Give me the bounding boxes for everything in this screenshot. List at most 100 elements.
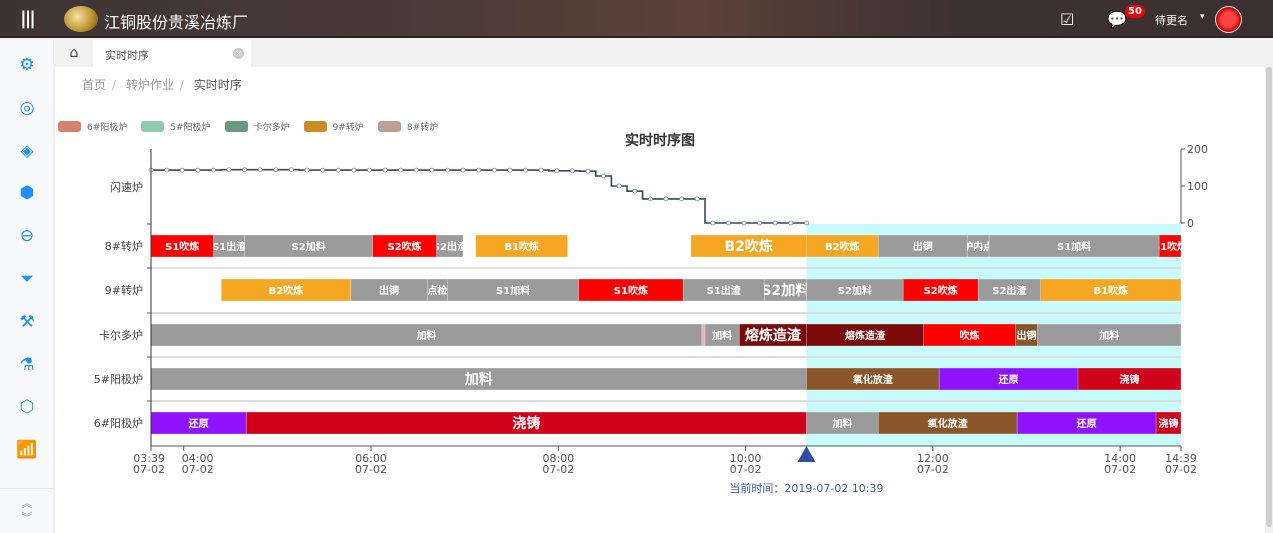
gantt-segment[interactable]: S1吹炼 bbox=[151, 235, 214, 257]
gantt-segment[interactable]: 加料 bbox=[151, 324, 702, 346]
breadcrumb-home[interactable]: 首页 bbox=[82, 78, 107, 92]
segment-label: 加料 bbox=[831, 417, 852, 430]
segment-label: 还原 bbox=[188, 417, 209, 430]
tab-realtime-sequence[interactable]: 实时时序 × bbox=[93, 40, 251, 67]
link-icon[interactable]: ⊖ bbox=[19, 226, 35, 246]
segment-bar bbox=[978, 279, 1041, 301]
line-point bbox=[195, 167, 201, 173]
gantt-segment[interactable]: 氧化放渣 bbox=[878, 412, 1018, 434]
segment-label: 熔炼造渣 bbox=[845, 329, 886, 342]
hamburger-icon[interactable]: ||| bbox=[20, 8, 36, 29]
shield-icon[interactable]: ⬢ bbox=[19, 183, 35, 203]
gantt-segment[interactable]: 加料 bbox=[705, 324, 740, 346]
legend-item[interactable]: 8#转炉 bbox=[377, 120, 438, 133]
x-tick-time: 14:39 bbox=[1165, 452, 1197, 465]
gantt-segment[interactable]: S2加料 bbox=[244, 235, 373, 257]
gantt-segment[interactable]: 浇铸 bbox=[1156, 412, 1181, 434]
close-icon[interactable]: × bbox=[233, 48, 244, 59]
filter-icon[interactable]: ⏷ bbox=[20, 269, 34, 289]
segment-label: 还原 bbox=[1076, 417, 1097, 430]
segment-label: 出铜 bbox=[1017, 329, 1037, 342]
x-tick-time: 10:00 bbox=[730, 452, 762, 465]
line-point bbox=[257, 167, 263, 173]
tools-icon[interactable]: ⚒ bbox=[19, 312, 35, 332]
scroll-thumb[interactable] bbox=[1266, 67, 1272, 527]
x-tick-time: 06:00 bbox=[355, 452, 387, 465]
gears-icon[interactable]: ⚙ bbox=[19, 55, 35, 75]
flask-icon[interactable]: ⚗ bbox=[19, 355, 35, 375]
home-icon[interactable]: ⌂ bbox=[69, 45, 79, 61]
gantt-segment[interactable]: S2吹炼 bbox=[372, 235, 437, 257]
gantt-segment[interactable]: 浇铸 bbox=[246, 412, 807, 434]
gantt-segment[interactable]: S2加料 bbox=[761, 279, 809, 301]
network-icon[interactable]: ⬡ bbox=[19, 397, 35, 417]
gantt-segment[interactable]: 还原 bbox=[939, 368, 1079, 390]
gantt-segment[interactable]: 出铜 bbox=[350, 279, 428, 301]
gantt-segment[interactable]: S1吹炼 bbox=[1153, 235, 1187, 257]
gantt-segment[interactable]: S1加料 bbox=[447, 279, 579, 301]
gantt-segment[interactable]: B2吹炼 bbox=[690, 235, 807, 257]
gantt-segment[interactable]: S1出渣 bbox=[212, 235, 247, 257]
gantt-segment[interactable]: S1出渣 bbox=[683, 279, 765, 301]
x-tick-time: 04:00 bbox=[182, 452, 214, 465]
gantt-segment[interactable]: 浇铸 bbox=[1078, 368, 1181, 390]
segment-bar bbox=[151, 324, 702, 346]
segment-bar bbox=[475, 235, 568, 257]
legend-item[interactable]: 卡尔多炉 bbox=[224, 120, 290, 133]
segment-bar bbox=[967, 235, 990, 257]
gantt-segment[interactable]: B1吹炼 bbox=[1040, 279, 1181, 301]
line-point bbox=[523, 167, 528, 173]
tab-bar: ⌂ 实时时序 × bbox=[55, 40, 1273, 67]
gantt-segment[interactable]: S2出渣 bbox=[978, 279, 1041, 301]
gantt-segment[interactable]: 熔炼造渣 bbox=[739, 324, 807, 346]
gantt-segment[interactable]: 加料 bbox=[806, 412, 879, 434]
gantt-segment[interactable]: 加料 bbox=[1037, 324, 1181, 346]
gantt-segment[interactable]: S2加料 bbox=[806, 279, 904, 301]
segment-bar bbox=[151, 412, 247, 434]
gantt-segment[interactable]: B2吹炼 bbox=[806, 235, 879, 257]
gantt-segment[interactable]: B1吹炼 bbox=[475, 235, 568, 257]
legend-item[interactable]: 5#阳极炉 bbox=[141, 120, 211, 133]
sidebar-scroll[interactable]: ︽ ︾ bbox=[0, 488, 54, 533]
chat-icon[interactable]: 💬 bbox=[1107, 10, 1127, 29]
gantt-segment[interactable] bbox=[701, 324, 706, 346]
gantt-segment[interactable]: S1吹炼 bbox=[578, 279, 684, 301]
user-name[interactable]: 待更名 bbox=[1155, 14, 1188, 27]
layers-icon[interactable]: ◈ bbox=[20, 141, 34, 161]
checkbox-icon[interactable]: ☑ bbox=[1060, 10, 1075, 29]
gantt-segment[interactable]: S2吹炼 bbox=[903, 279, 979, 301]
scroll-up-icon[interactable]: ︽ bbox=[21, 497, 33, 510]
cycle-icon[interactable]: ◎ bbox=[19, 98, 35, 118]
breadcrumb-converter[interactable]: 转炉作业 bbox=[125, 78, 174, 92]
chart-legend: 6#阳极炉 5#阳极炉 卡尔多炉 9#转炉 8#转炉 bbox=[58, 120, 452, 133]
legend-item[interactable]: 9#转炉 bbox=[303, 120, 364, 133]
gantt-segment[interactable]: 出铜 bbox=[878, 235, 968, 257]
gantt-segment[interactable]: S1加料 bbox=[989, 235, 1160, 257]
line-point bbox=[679, 196, 685, 202]
gantt-segment[interactable]: 吹炼 bbox=[923, 324, 1016, 346]
avatar[interactable] bbox=[1215, 6, 1242, 33]
gantt-segment[interactable]: 还原 bbox=[151, 412, 247, 434]
chart-icon[interactable]: 📶 bbox=[16, 440, 38, 460]
row-label: 卡尔多炉 bbox=[99, 328, 143, 342]
segment-bar bbox=[739, 324, 807, 346]
gantt-segment[interactable]: 氧化放渣 bbox=[806, 368, 940, 390]
line-point bbox=[164, 167, 170, 173]
gantt-segment[interactable]: 熔炼造渣 bbox=[806, 324, 924, 346]
scroll-down-icon[interactable]: ︾ bbox=[21, 511, 33, 524]
line-point bbox=[601, 173, 606, 179]
gantt-segment[interactable]: S2出渣 bbox=[433, 235, 468, 257]
legend-item[interactable]: 6#阳极炉 bbox=[58, 120, 127, 133]
x-tick-date: 07-02 bbox=[355, 463, 387, 476]
gantt-segment[interactable]: B2吹炼 bbox=[221, 279, 351, 301]
segment-label: B2吹炼 bbox=[269, 284, 304, 297]
message-count-badge: 50 bbox=[1125, 5, 1145, 18]
scrollbar[interactable] bbox=[1265, 67, 1273, 533]
gantt-segment[interactable]: 点检 bbox=[427, 279, 448, 301]
gantt-segment[interactable]: 加料 bbox=[151, 368, 807, 390]
chevron-down-icon[interactable]: ▾ bbox=[1200, 12, 1205, 22]
gantt-segment[interactable]: 出铜 bbox=[1015, 324, 1038, 346]
gantt-segment[interactable]: 还原 bbox=[1017, 412, 1157, 434]
x-tick-date: 07-02 bbox=[133, 463, 165, 476]
gantt-segment[interactable]: 炉内点 bbox=[963, 235, 993, 257]
